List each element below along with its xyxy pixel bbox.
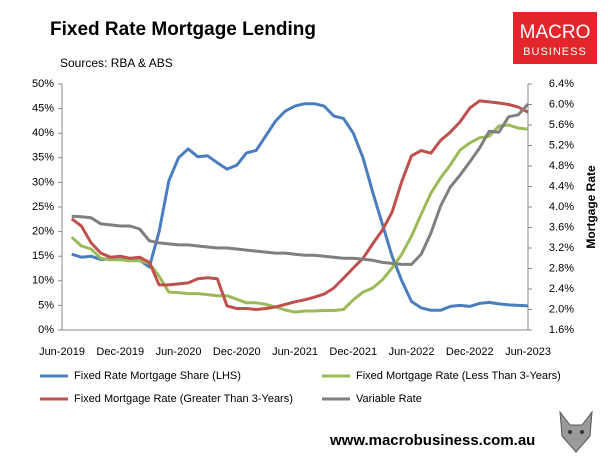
y2-tick-label: 6.4%	[549, 78, 574, 90]
chart-title: Fixed Rate Mortgage Lending	[50, 19, 316, 40]
x-tick-label: Dec-2021	[329, 346, 377, 358]
chart-subtitle: Sources: RBA & ABS	[60, 56, 173, 70]
legend-label: Fixed Rate Mortgage Share (LHS)	[74, 370, 241, 382]
y2-tick-label: 4.0%	[549, 201, 574, 213]
y-tick-label: 15%	[32, 250, 54, 262]
logo-box	[513, 12, 597, 64]
logo-text: BUSINESS	[523, 46, 587, 58]
y2-axis-label: Mortgage Rate	[584, 165, 598, 249]
y2-tick-label: 2.4%	[549, 283, 574, 295]
y-tick-label: 5%	[38, 299, 54, 311]
legend-label: Fixed Mortgage Rate (Greater Than 3-Year…	[74, 393, 293, 405]
y-tick-label: 10%	[32, 275, 54, 287]
y-tick-label: 35%	[32, 152, 54, 164]
x-tick-label: Jun-2022	[389, 346, 435, 358]
x-tick-label: Jun-2019	[39, 346, 85, 358]
y-tick-label: 50%	[32, 78, 54, 90]
y2-tick-label: 2.0%	[549, 303, 574, 315]
y2-tick-label: 4.8%	[549, 160, 574, 172]
y2-tick-label: 2.8%	[549, 262, 574, 274]
x-tick-label: Dec-2020	[213, 346, 261, 358]
series-line	[70, 123, 529, 314]
y-tick-label: 30%	[32, 176, 54, 188]
y-tick-label: 45%	[32, 103, 54, 115]
y2-tick-label: 4.4%	[549, 180, 574, 192]
x-tick-label: Jun-2020	[156, 346, 202, 358]
legend-label: Fixed Mortgage Rate (Less Than 3-Years)	[356, 370, 561, 382]
y2-tick-label: 5.2%	[549, 139, 574, 151]
y2-tick-label: 5.6%	[549, 119, 574, 131]
series-line	[70, 99, 529, 311]
logo-text: MACRO	[520, 22, 591, 43]
x-tick-label: Jun-2021	[272, 346, 318, 358]
footer-url: www.macrobusiness.com.au	[329, 432, 535, 449]
x-tick-label: Dec-2022	[446, 346, 494, 358]
y-tick-label: 20%	[32, 226, 54, 238]
y2-tick-label: 3.6%	[549, 221, 574, 233]
x-tick-label: Dec-2019	[96, 346, 144, 358]
y-tick-label: 25%	[32, 201, 54, 213]
y2-tick-label: 6.0%	[549, 98, 574, 110]
legend-label: Variable Rate	[356, 393, 422, 405]
series-line	[71, 102, 529, 312]
y2-tick-label: 1.6%	[549, 324, 574, 336]
wolf-icon	[559, 410, 593, 453]
y-tick-label: 40%	[32, 127, 54, 139]
x-tick-label: Jun-2023	[505, 346, 551, 358]
y2-tick-label: 3.2%	[549, 242, 574, 254]
y-tick-label: 0%	[38, 324, 54, 336]
series-line	[71, 102, 530, 266]
